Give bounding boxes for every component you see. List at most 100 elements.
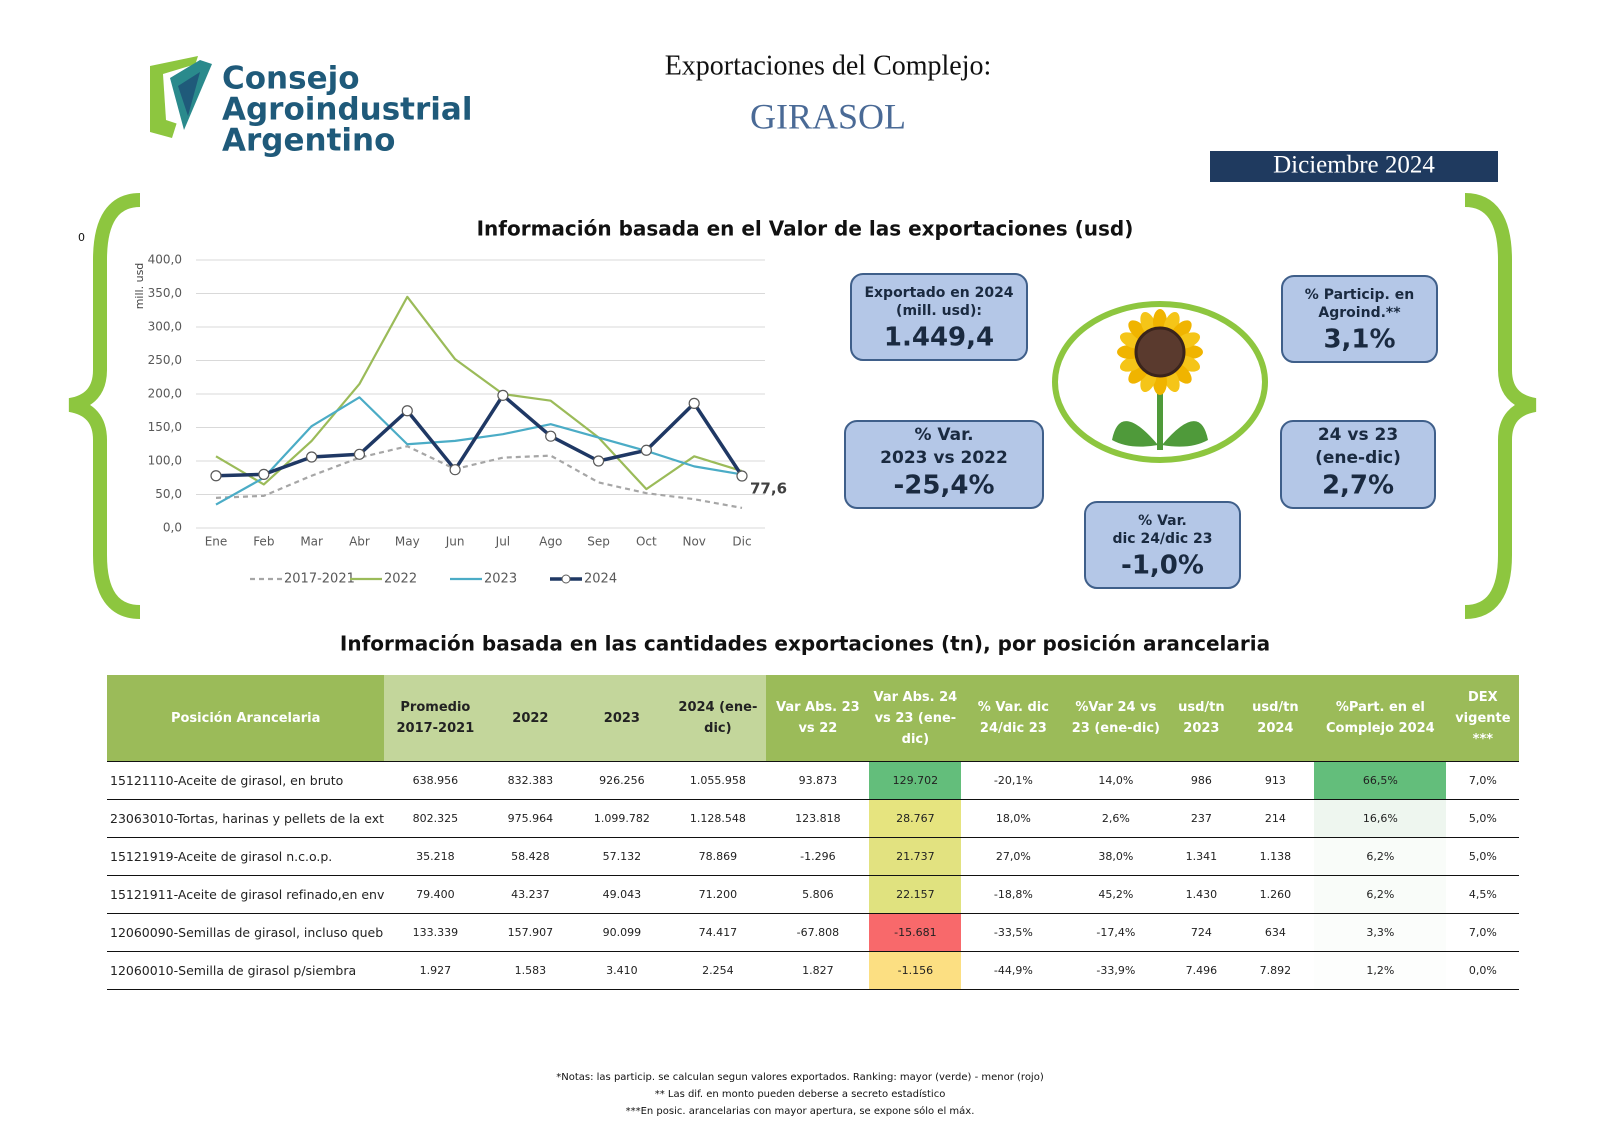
header-row: Posición Arancelaria Promedio 2017-2021 20… bbox=[107, 675, 1520, 762]
data-label: 77,6 bbox=[750, 480, 787, 498]
brace bbox=[68, 193, 141, 619]
kpi-label: Agroind.** bbox=[1318, 305, 1401, 321]
table-cell: 90.099 bbox=[574, 913, 670, 952]
table-cell: 2,6% bbox=[1065, 799, 1167, 838]
x-tick-label: Sep bbox=[587, 535, 610, 549]
point bbox=[640, 444, 652, 456]
note: ** Las dif. en monto pueden deberse a se… bbox=[654, 1089, 946, 1100]
row-header: 15121911-Aceite de girasol refinado,en e… bbox=[107, 875, 385, 914]
point bbox=[592, 455, 605, 467]
table-cell: 71.200 bbox=[669, 875, 767, 914]
row-header: 15121919-Aceite de girasol n.c.o.p. bbox=[107, 837, 385, 876]
kpi-value: -25,4% bbox=[894, 471, 995, 501]
kpi-label: (ene-dic) bbox=[1315, 448, 1401, 468]
legend-label: 2024 bbox=[584, 572, 617, 587]
column-header: Var Abs. 24 vs 23 (ene-dic) bbox=[869, 675, 962, 762]
table-cell: -33,9% bbox=[1065, 951, 1167, 990]
table-cell: -1.156 bbox=[869, 951, 962, 990]
table-cell: 21.737 bbox=[869, 837, 962, 876]
point bbox=[545, 430, 557, 442]
legend-label: 2017-2021 bbox=[284, 572, 355, 587]
y-tick-label: 300,0 bbox=[148, 320, 182, 334]
kpi-label: dic 24/dic 23 bbox=[1112, 531, 1212, 547]
kpi-box bbox=[1280, 420, 1436, 509]
column-header: DEX vigente *** bbox=[1446, 675, 1520, 762]
table-cell: 79.400 bbox=[384, 875, 487, 914]
column-header: % Var. dic 24/dic 23 bbox=[961, 675, 1066, 762]
table-cell: 4,5% bbox=[1446, 875, 1520, 914]
table-cell: 1.128.548 bbox=[669, 799, 767, 838]
table-cell: 14,0% bbox=[1065, 761, 1167, 800]
table-row: 23063010-Tortas, harinas y pellets de la… bbox=[107, 799, 1520, 838]
kpi-box bbox=[850, 273, 1028, 361]
table-cell: 5,0% bbox=[1446, 837, 1520, 876]
table-cell: 7,0% bbox=[1446, 913, 1520, 952]
table-title: Información basada en las cantidades exp… bbox=[340, 632, 1270, 656]
x-tick-label: Jul bbox=[495, 535, 510, 549]
y-tick-label: 250,0 bbox=[148, 353, 182, 367]
table-cell: 638.956 bbox=[384, 761, 487, 800]
kpi-value: 1.449,4 bbox=[884, 323, 994, 353]
table-cell: 5.806 bbox=[766, 875, 870, 914]
table-cell: 1.927 bbox=[384, 951, 487, 990]
column-header: 2024 (ene-dic) bbox=[669, 675, 767, 762]
table-cell: 724 bbox=[1166, 913, 1237, 952]
kpi-label: Exportado en 2024 bbox=[864, 285, 1013, 301]
table-cell: 43.237 bbox=[486, 875, 575, 914]
table-cell: 237 bbox=[1166, 799, 1237, 838]
x-tick-label: Abr bbox=[349, 535, 370, 549]
series-line bbox=[215, 396, 743, 506]
logo-icon bbox=[150, 56, 212, 138]
table-cell: 78.869 bbox=[669, 837, 767, 876]
table-cell: 74.417 bbox=[669, 913, 767, 952]
table-cell: 45,2% bbox=[1065, 875, 1167, 914]
chart-title: Información basada en el Valor de las ex… bbox=[477, 217, 1134, 241]
logo-text: Argentino bbox=[222, 123, 395, 159]
table-cell: 214 bbox=[1236, 799, 1315, 838]
table-cell: 3.410 bbox=[574, 951, 670, 990]
series-line bbox=[215, 295, 743, 491]
table-cell: 1.055.958 bbox=[669, 761, 767, 800]
table-cell: -44,9% bbox=[961, 951, 1066, 990]
period-box bbox=[1210, 151, 1498, 182]
kpi-label: 2023 vs 2022 bbox=[880, 448, 1008, 468]
y-tick-label: 100,0 bbox=[148, 454, 182, 468]
logo-text: Agroindustrial bbox=[222, 92, 472, 128]
table-cell: 802.325 bbox=[384, 799, 487, 838]
row-header: 15121110-Aceite de girasol, en bruto bbox=[107, 761, 385, 800]
x-tick-label: Ene bbox=[205, 535, 228, 549]
row-header: 12060010-Semilla de girasol p/siembra bbox=[107, 951, 385, 990]
kpi-box bbox=[1084, 501, 1241, 589]
table-cell: 1.099.782 bbox=[574, 799, 670, 838]
table-cell: 7.496 bbox=[1166, 951, 1237, 990]
table-cell: 2.254 bbox=[669, 951, 767, 990]
page-title: Exportaciones del Complejo: bbox=[665, 50, 992, 81]
corner-mark: 0 bbox=[78, 231, 85, 244]
table-cell: 1.827 bbox=[766, 951, 870, 990]
table-cell: -17,4% bbox=[1065, 913, 1167, 952]
table-cell: 832.383 bbox=[486, 761, 575, 800]
table-cell: 5,0% bbox=[1446, 799, 1520, 838]
table-cell: 1,2% bbox=[1314, 951, 1447, 990]
legend-label: 2022 bbox=[384, 572, 417, 587]
column-header: %Var 24 vs 23 (ene-dic) bbox=[1065, 675, 1167, 762]
point bbox=[401, 405, 413, 417]
point bbox=[258, 468, 270, 480]
kpi-label: % Var. bbox=[914, 425, 973, 445]
column-header: Posición Arancelaria bbox=[107, 675, 385, 762]
table-cell: 49.043 bbox=[574, 875, 670, 914]
table-cell: 1.430 bbox=[1166, 875, 1237, 914]
column-header: 2023 bbox=[574, 675, 670, 762]
table-cell: 926.256 bbox=[574, 761, 670, 800]
brace bbox=[1464, 193, 1537, 619]
legend-label: 2023 bbox=[484, 572, 517, 587]
y-tick-label: 350,0 bbox=[148, 286, 182, 300]
y-tick-label: 0,0 bbox=[163, 521, 182, 535]
x-tick-label: Dic bbox=[732, 535, 751, 549]
column-header: usd/tn 2024 bbox=[1236, 675, 1315, 762]
kpi-label: 24 vs 23 bbox=[1318, 425, 1398, 445]
table-cell: 3,3% bbox=[1314, 913, 1447, 952]
table-cell: 1.341 bbox=[1166, 837, 1237, 876]
table-row: 12060090-Semillas de girasol, incluso qu… bbox=[107, 913, 1520, 952]
